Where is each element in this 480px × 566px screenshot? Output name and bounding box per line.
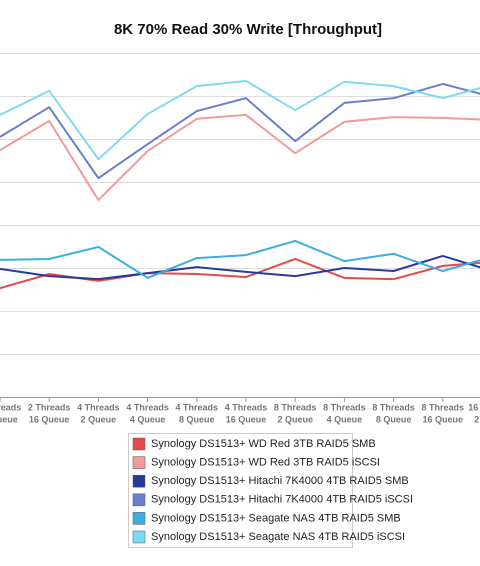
series-line: [0, 79, 480, 161]
chart-title: 8K 70% Read 30% Write [Throughput]: [114, 21, 382, 38]
x-tick-label: 2 Queue: [81, 414, 117, 424]
series-line: [0, 239, 480, 279]
legend-label: Synology DS1513+ Hitachi 7K4000 4TB RAID…: [151, 494, 413, 506]
x-tick-label: 16 Queue: [29, 414, 70, 424]
x-tick-label: 8 Queue: [179, 414, 215, 424]
legend-swatch: [132, 474, 146, 488]
x-tick-label: 4 Threads: [176, 402, 219, 412]
x-tick-label: 16 Queue: [423, 414, 464, 424]
x-tick-label: 8 Threads: [422, 402, 465, 412]
series-line: [0, 82, 480, 180]
x-tick-label: 8 Queue: [376, 414, 412, 424]
legend-swatch: [132, 493, 146, 507]
series-line: [0, 113, 480, 202]
x-tick-label: 8 Threads: [274, 402, 317, 412]
legend-label: Synology DS1513+ Seagate NAS 4TB RAID5 S…: [151, 512, 401, 524]
x-tick-label: 16 Threads: [468, 402, 480, 412]
legend-label: Synology DS1513+ Hitachi 7K4000 4TB RAID…: [151, 475, 409, 487]
legend-swatch: [132, 512, 146, 525]
x-tick-label: 2 Queue: [277, 414, 313, 424]
x-tick-label: 2 Queue: [474, 414, 480, 424]
x-tick-label: 4 Threads: [77, 402, 120, 412]
x-tick-label: 16 Queue: [226, 414, 267, 424]
legend-label: Synology DS1513+ WD Red 3TB RAID5 SMB: [151, 438, 376, 450]
x-tick-label: 2 Threads: [28, 402, 71, 412]
x-tick-label: 4 Threads: [126, 402, 169, 412]
x-tick-label: 4 Threads: [225, 402, 268, 412]
series-line: [0, 254, 480, 281]
legend-swatch: [132, 456, 146, 469]
series-line: [0, 257, 480, 290]
legend-swatch: [132, 437, 146, 451]
x-tick-label: 4 Queue: [130, 414, 166, 424]
legend-label: Synology DS1513+ WD Red 3TB RAID5 iSCSI: [151, 457, 380, 469]
legend-box: [128, 433, 353, 548]
x-tick-label: 8 Threads: [372, 402, 415, 412]
x-tick-label: 8 Threads: [323, 402, 366, 412]
x-tick-label: 4 Queue: [327, 414, 363, 424]
legend-label: Synology DS1513+ Seagate NAS 4TB RAID5 i…: [151, 531, 405, 543]
x-tick-label: 2 Threads: [0, 402, 21, 412]
legend-swatch: [132, 530, 146, 544]
x-tick-label: 8 Queue: [0, 414, 18, 424]
